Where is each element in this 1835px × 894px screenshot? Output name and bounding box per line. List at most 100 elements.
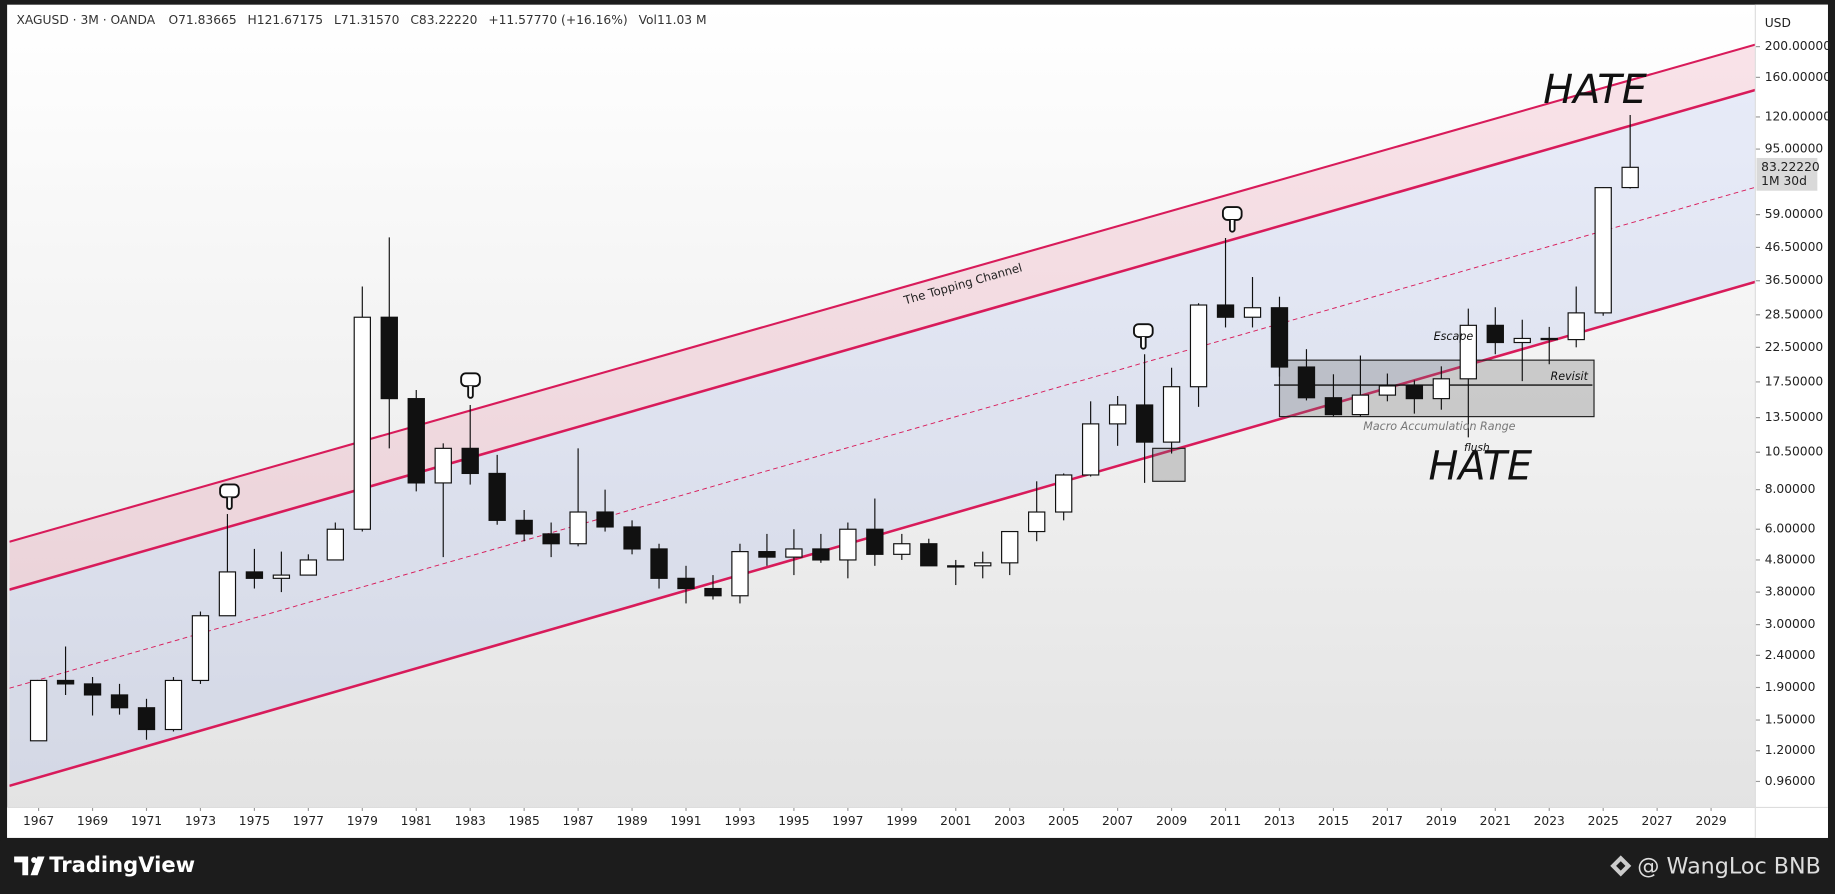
candle-body — [1324, 397, 1343, 416]
y-tick-label: 1.50000 — [1765, 713, 1816, 727]
candle-body — [110, 694, 129, 709]
x-tick-label: 1997 — [832, 814, 863, 828]
candle-body — [1108, 404, 1127, 425]
candle-body — [218, 571, 237, 617]
x-tick-label: 1967 — [23, 814, 54, 828]
x-tick-label: 1979 — [347, 814, 378, 828]
x-tick-label: 1989 — [616, 814, 647, 828]
candle-body — [272, 574, 291, 579]
candle-body — [1459, 324, 1477, 380]
x-tick-label: 2009 — [1156, 814, 1187, 828]
hand-icon — [1133, 323, 1154, 350]
annotation: Macro Accumulation Range — [1363, 420, 1515, 433]
candle-body — [1567, 312, 1585, 341]
candle-body — [1054, 474, 1073, 513]
x-tick-label: 1991 — [670, 814, 701, 828]
candle-body — [1405, 385, 1424, 400]
candle-body — [785, 548, 803, 558]
x-tick-label: 2019 — [1426, 814, 1457, 828]
y-tick-label: 3.00000 — [1765, 617, 1816, 631]
candle-body — [839, 528, 857, 561]
y-tick-label: 1.20000 — [1765, 743, 1816, 757]
x-tick-label: 1981 — [401, 814, 432, 828]
x-tick-label: 2011 — [1210, 814, 1241, 828]
x-tick-label: 2017 — [1372, 814, 1403, 828]
candle-body — [623, 526, 641, 550]
x-tick-label: 1969 — [77, 814, 108, 828]
x-tick-label: 2007 — [1102, 814, 1133, 828]
brand: TradingView — [49, 852, 195, 877]
ohlc-high: H121.67175 — [248, 12, 324, 26]
currency: USD — [1765, 16, 1791, 30]
ohlc-volume: Vol11.03 M — [639, 12, 707, 26]
y-tick-label: 0.96000 — [1765, 774, 1816, 788]
candle-body — [596, 511, 614, 528]
last-price-box — [1756, 157, 1818, 191]
hand-icon — [1221, 206, 1243, 233]
x-tick-label: 1987 — [562, 814, 593, 828]
candle-body — [407, 398, 425, 484]
annotation: Revisit — [1551, 370, 1589, 383]
x-tick-label: 1975 — [239, 814, 270, 828]
candle-body — [353, 316, 371, 530]
x-tick-label: 2021 — [1480, 814, 1511, 828]
x-tick-label: 1983 — [455, 814, 486, 828]
price-axis — [1755, 4, 1828, 838]
y-tick-label: 59.00000 — [1765, 207, 1824, 221]
x-tick-label: 1999 — [886, 814, 917, 828]
candle-body — [1621, 166, 1639, 189]
channel-line — [9, 43, 1756, 543]
candle-body — [920, 543, 938, 567]
candle-body — [1297, 366, 1316, 399]
candle-body — [1216, 304, 1235, 318]
candle-body — [812, 548, 830, 561]
candle-body — [164, 679, 183, 731]
ohlc-open: O71.83665 — [168, 12, 236, 26]
x-tick-label: 1973 — [185, 814, 216, 828]
x-tick-label: 2013 — [1264, 814, 1295, 828]
hand-icon — [219, 483, 240, 510]
candle-body — [1378, 385, 1397, 396]
time-axis — [7, 807, 1828, 838]
candle-body — [1594, 187, 1612, 314]
x-tick-label: 2027 — [1642, 814, 1673, 828]
x-tick-label: 2025 — [1588, 814, 1619, 828]
candle-body — [515, 519, 533, 535]
candle-body — [434, 447, 452, 484]
candle-body — [947, 565, 965, 568]
ohlc-low: L71.31570 — [334, 12, 399, 26]
channel-fill-lower — [9, 89, 1756, 786]
y-tick-label: 28.50000 — [1765, 307, 1824, 321]
countdown: 1M 30d — [1761, 174, 1807, 188]
candle-body — [1028, 511, 1046, 533]
candle-body — [191, 615, 210, 682]
candle-body — [1189, 304, 1208, 388]
footer — [0, 840, 1835, 894]
annotation: HATE — [1543, 67, 1648, 113]
candle-body — [1513, 337, 1531, 344]
candle-body — [704, 587, 722, 597]
candle-body — [650, 548, 668, 579]
candle-body — [1432, 378, 1451, 400]
candle-body — [542, 533, 560, 545]
y-tick-label: 160.00000 — [1765, 70, 1831, 84]
y-tick-label: 46.50000 — [1765, 240, 1824, 254]
x-tick-label: 2015 — [1318, 814, 1349, 828]
candle-body — [56, 679, 75, 685]
symbol: XAGUSD · 3M · OANDA — [16, 12, 155, 26]
candle-body — [488, 472, 506, 521]
zone-box — [1152, 447, 1186, 482]
last-price-label: 83.22220 — [1761, 160, 1820, 174]
candle-body — [1486, 324, 1504, 344]
candle-body — [1135, 404, 1154, 443]
candle-body — [83, 683, 102, 696]
y-tick-label: 10.50000 — [1765, 445, 1824, 459]
candle-body — [380, 316, 398, 400]
candle-body — [569, 511, 587, 545]
candle-body — [461, 447, 479, 475]
x-tick-label: 1977 — [293, 814, 324, 828]
y-tick-label: 13.50000 — [1765, 410, 1824, 424]
candle-body — [1540, 337, 1558, 341]
candle-body — [866, 528, 884, 555]
x-tick-label: 1985 — [509, 814, 540, 828]
